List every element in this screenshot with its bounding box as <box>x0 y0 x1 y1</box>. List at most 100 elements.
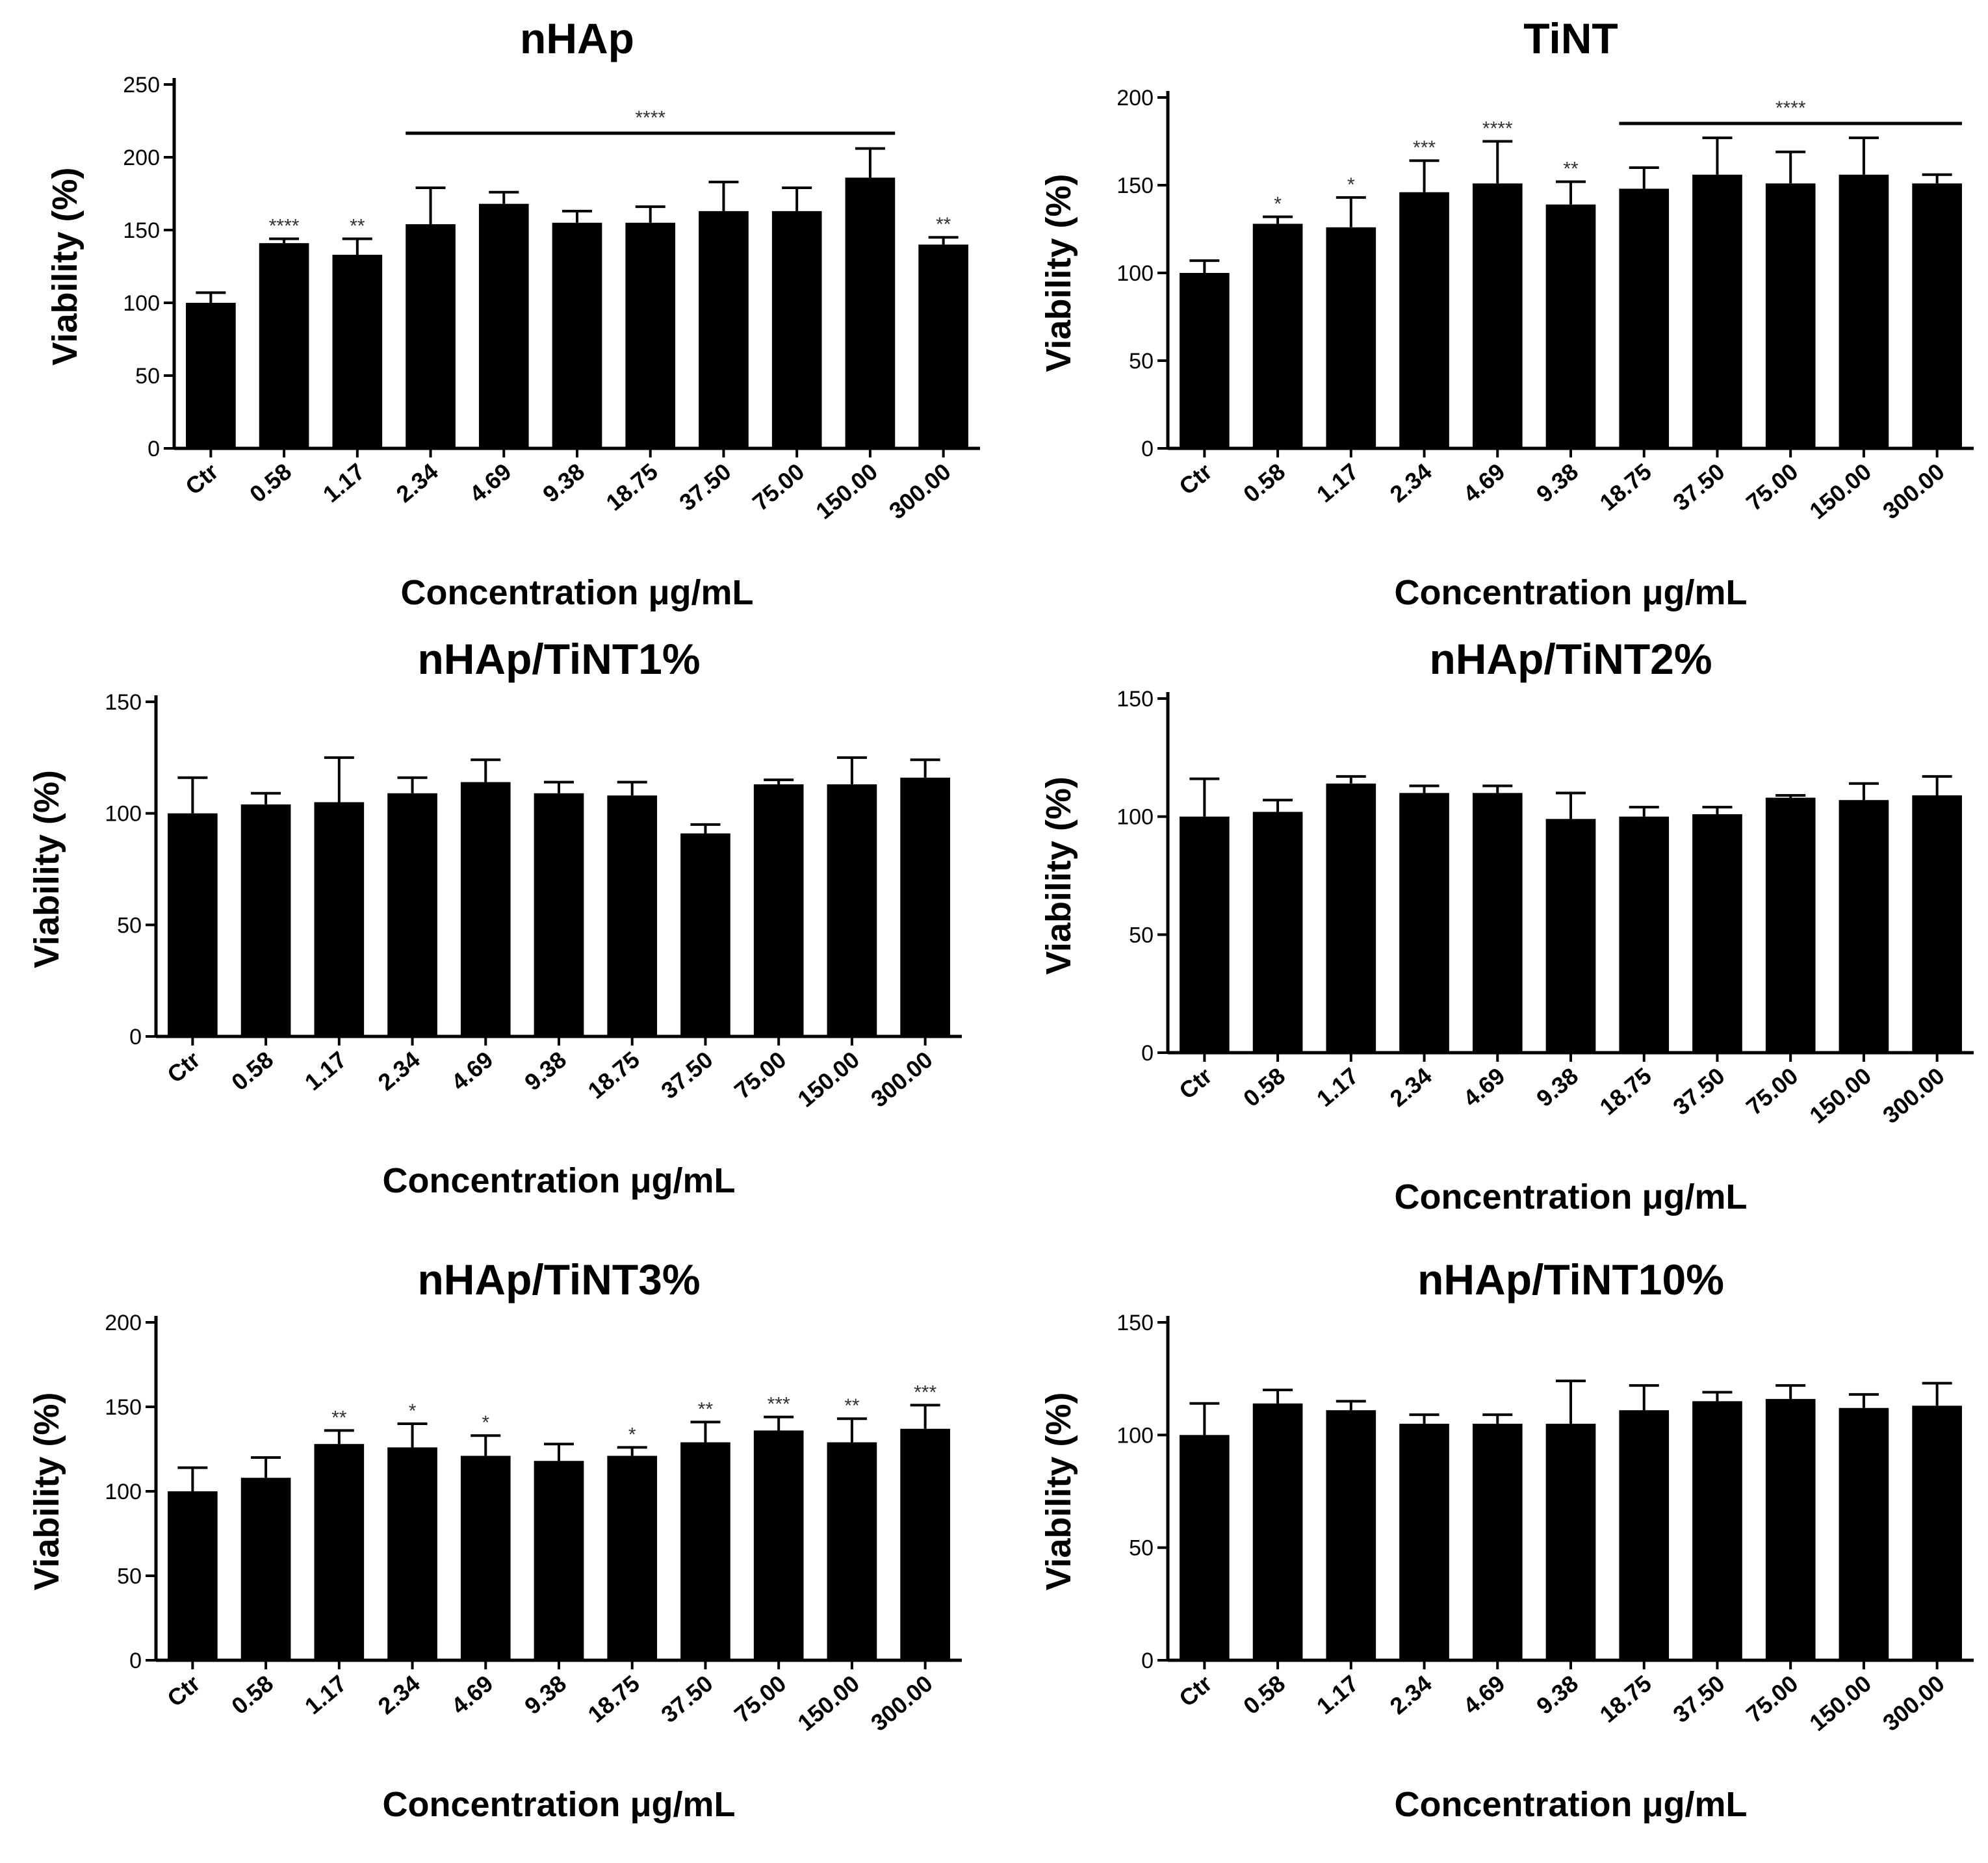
significance-label: ** <box>1563 159 1579 180</box>
bar <box>1472 183 1523 448</box>
x-tick-label: 0.58 <box>226 1670 278 1719</box>
bar <box>1472 1424 1523 1660</box>
x-tick-label: 150.00 <box>792 1046 864 1112</box>
y-tick-label: 150 <box>105 690 142 715</box>
bar <box>1839 800 1889 1053</box>
x-tick-label: 37.50 <box>1668 1670 1729 1728</box>
x-tick-label: 300.00 <box>1878 1062 1950 1129</box>
bar <box>1252 1403 1303 1660</box>
chart-svg: nHAp/TiNT1% Viability (%) Concentration μg… <box>27 635 962 1200</box>
x-tick-label: 1.17 <box>1311 1062 1363 1112</box>
x-tick-label: 18.75 <box>1594 1670 1656 1728</box>
bar <box>406 224 456 448</box>
y-axis-label: Viability (%) <box>1039 777 1078 975</box>
bar <box>771 211 822 448</box>
bar <box>1399 793 1449 1053</box>
significance-label: *** <box>768 1394 790 1415</box>
x-tick-label: 9.38 <box>519 1670 571 1719</box>
bar <box>1692 814 1742 1053</box>
bar <box>1692 174 1742 448</box>
y-tick-label: 0 <box>129 1025 142 1049</box>
bar <box>478 203 529 448</box>
x-axis-label: Concentration μg/mL <box>1394 573 1747 612</box>
y-axis-label: Viability (%) <box>1039 173 1078 372</box>
x-tick-label: Ctr <box>1174 1062 1217 1105</box>
x-tick-label: 300.00 <box>1878 458 1950 524</box>
x-tick-label: 18.75 <box>582 1670 644 1728</box>
bar <box>1399 1424 1449 1660</box>
x-tick-label: 75.00 <box>729 1046 791 1104</box>
chart-svg: nHAp/TiNT3% Viability (%) Concentration μg… <box>27 1255 962 1824</box>
significance-label: * <box>1274 194 1282 215</box>
y-tick-label: 50 <box>1129 349 1154 374</box>
bar <box>332 255 383 448</box>
y-tick-label: 0 <box>1141 1041 1154 1066</box>
significance-label: * <box>628 1424 636 1445</box>
bar <box>753 1430 804 1660</box>
bar <box>753 784 804 1036</box>
x-tick-label: 2.34 <box>391 458 443 508</box>
bar <box>1619 1410 1670 1660</box>
x-tick-label: 2.34 <box>1385 1670 1437 1719</box>
bar <box>827 784 877 1036</box>
bar <box>314 802 365 1036</box>
bar <box>607 1456 658 1660</box>
y-tick-label: 50 <box>1129 923 1154 947</box>
significance-label: ** <box>698 1398 714 1420</box>
y-axis-label: Viability (%) <box>45 167 84 365</box>
x-tick-label: 300.00 <box>884 458 956 524</box>
x-tick-label: 1.17 <box>1311 1670 1363 1719</box>
bar <box>1692 1401 1742 1660</box>
y-tick-label: 100 <box>123 291 160 316</box>
x-tick-label: Ctr <box>162 1670 205 1712</box>
bar <box>552 222 602 448</box>
y-tick-label: 150 <box>1117 687 1154 712</box>
y-tick-label: 50 <box>117 913 142 938</box>
bar <box>607 795 658 1036</box>
x-tick-label: 75.00 <box>1741 1670 1803 1728</box>
chart-panel-nhap-tint3: nHAp/TiNT3% Viability (%) Concentration μg… <box>0 1241 994 1862</box>
x-tick-label: 150.00 <box>1804 458 1876 524</box>
y-tick-label: 50 <box>1129 1536 1154 1561</box>
x-tick-label: 1.17 <box>1311 458 1363 508</box>
x-tick-label: 9.38 <box>1531 458 1583 508</box>
bar <box>1180 273 1230 448</box>
y-axis-label: Viability (%) <box>27 1392 66 1590</box>
bar <box>680 833 730 1036</box>
x-axis-label: Concentration μg/mL <box>400 573 753 612</box>
x-tick-label: 4.69 <box>446 1670 498 1719</box>
bar <box>1912 795 1962 1053</box>
significance-label: *** <box>914 1381 936 1403</box>
bar <box>680 1442 730 1660</box>
bar <box>186 303 236 448</box>
bar <box>460 782 511 1036</box>
x-tick-label: 9.38 <box>519 1046 571 1096</box>
x-tick-label: 9.38 <box>1531 1062 1583 1112</box>
chart-title: nHAp/TiNT10% <box>1417 1255 1724 1304</box>
y-tick-label: 0 <box>1141 1649 1154 1673</box>
x-axis-label: Concentration μg/mL <box>1394 1177 1747 1216</box>
y-tick-label: 200 <box>123 146 160 170</box>
x-tick-label: 150.00 <box>1804 1062 1876 1129</box>
x-tick-label: 75.00 <box>1741 1062 1803 1120</box>
bar <box>240 1478 291 1660</box>
chart-panel-nhap-tint10: nHAp/TiNT10% Viability (%) Concentration μ… <box>994 1241 1987 1862</box>
bar <box>387 793 437 1036</box>
x-tick-label: Ctr <box>162 1046 205 1088</box>
x-tick-label: 2.34 <box>373 1670 425 1719</box>
x-tick-label: 18.75 <box>1594 1062 1656 1120</box>
bar <box>1326 783 1376 1053</box>
x-tick-label: 4.69 <box>1458 458 1510 508</box>
bar <box>699 211 749 448</box>
bar <box>625 222 676 448</box>
chart-svg: nHAp Viability (%) Concentration μg/mL 0 50 1… <box>45 14 980 612</box>
bar <box>1839 174 1889 448</box>
bar <box>1252 224 1303 448</box>
y-tick-label: 250 <box>123 73 160 97</box>
bar <box>1252 812 1303 1053</box>
y-tick-label: 100 <box>105 802 142 827</box>
x-tick-label: 0.58 <box>1238 458 1290 508</box>
x-tick-label: Ctr <box>1174 458 1217 500</box>
x-tick-label: 4.69 <box>464 458 516 508</box>
x-axis-label: Concentration μg/mL <box>382 1161 735 1200</box>
